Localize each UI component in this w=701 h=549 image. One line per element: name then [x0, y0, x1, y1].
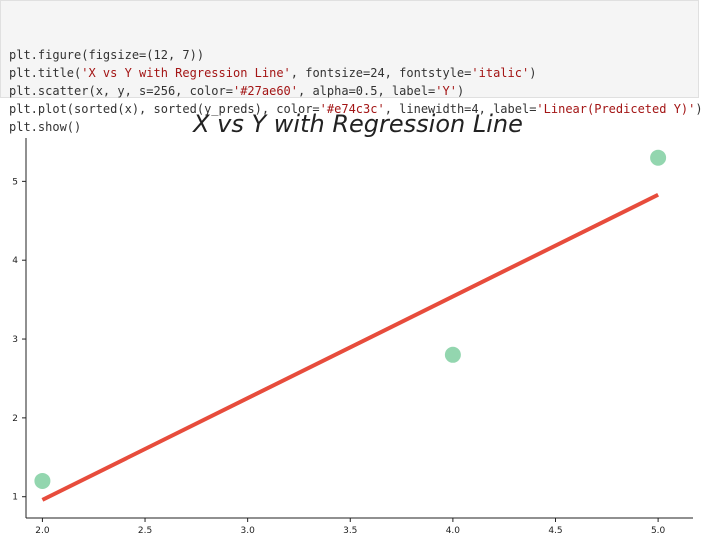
y-tick-label: 2: [12, 414, 18, 424]
code-token: ): [695, 102, 701, 116]
code-string: 'Linear(Prediceted Y)': [536, 102, 696, 116]
code-string: 'X vs Y with Regression Line': [81, 66, 291, 80]
scatter-point: [34, 472, 51, 489]
code-token: ): [456, 84, 465, 98]
x-tick-label: 2.5: [138, 526, 152, 536]
code-line: plt.show(): [9, 118, 698, 136]
x-tick-label: 5.0: [651, 526, 666, 536]
code-line: plt.scatter(x, y, s=256, color='#27ae60'…: [9, 82, 698, 100]
y-tick-label: 1: [12, 493, 18, 503]
regression-line: [41, 192, 659, 502]
code-string: 'Y': [435, 84, 457, 98]
code-line: plt.plot(sorted(x), sorted(y_preds), col…: [9, 100, 701, 118]
code-token: plt.figure(figsize=(12, 7)): [9, 48, 205, 62]
code-line: plt.title('X vs Y with Regression Line',…: [9, 64, 698, 82]
y-tick-label: 4: [12, 256, 18, 266]
code-token: ): [529, 66, 537, 80]
scatter-point: [444, 346, 461, 363]
scatter-point: [650, 149, 667, 166]
code-token: plt.plot(sorted(x), sorted(y_preds), col…: [9, 102, 320, 116]
chart-marks: [34, 149, 667, 502]
code-token: plt.scatter(x, y, s=256, color=: [9, 84, 233, 98]
code-token: plt.show(): [9, 120, 82, 134]
code-string: 'italic': [471, 66, 530, 80]
y-tick-label: 3: [12, 335, 18, 345]
code-token: plt.title(: [9, 66, 82, 80]
code-token: , fontsize=24, fontstyle=: [290, 66, 472, 80]
plot-area: X vs Y with Regression Line 2.0 2.5 3.0 3.5…: [0, 100, 701, 545]
y-tick-label: 5: [12, 177, 18, 187]
chart-title: X vs Y with Regression Line: [191, 110, 523, 138]
x-tick-label: 4.0: [446, 526, 461, 536]
code-line: plt.figure(figsize=(12, 7)): [9, 46, 698, 64]
x-tick-label: 3.0: [240, 526, 255, 536]
axes: 2.0 2.5 3.0 3.5 4.0 4.5 5.0 1 2 3 4 5: [12, 138, 693, 536]
x-tick-label: 4.5: [548, 526, 562, 536]
code-string: '#e74c3c': [319, 102, 385, 116]
code-cell[interactable]: plt.figure(figsize=(12, 7)) plt.title('X …: [0, 0, 701, 134]
code-lines: plt.figure(figsize=(12, 7)) plt.title('X …: [9, 46, 701, 136]
x-tick-label: 3.5: [343, 526, 357, 536]
scatter-chart: X vs Y with Regression Line 2.0 2.5 3.0 3.5…: [12, 110, 693, 536]
code-string: '#27ae60': [232, 84, 298, 98]
x-tick-label: 2.0: [35, 526, 50, 536]
code-token: , linewidth=4, label=: [384, 102, 537, 116]
code-token: , alpha=0.5, label=: [298, 84, 436, 98]
